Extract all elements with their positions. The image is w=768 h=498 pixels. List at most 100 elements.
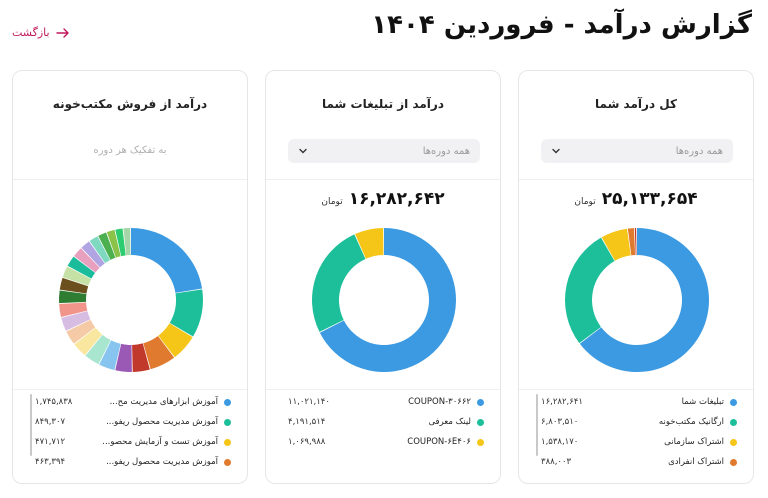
donut-slice[interactable] <box>115 228 126 257</box>
donut-slice[interactable] <box>169 289 203 337</box>
total-revenue-donut-chart <box>565 228 709 372</box>
legend-color-dot <box>730 398 737 406</box>
legend-value: ۴,۱۹۱,۵۱۴ <box>288 417 326 427</box>
back-label: بازگشت <box>12 26 50 39</box>
back-button[interactable]: بازگشت <box>12 26 70 39</box>
currency-unit: تومان <box>321 197 343 207</box>
donut-slice[interactable] <box>143 336 175 370</box>
donut-slice[interactable] <box>115 343 132 372</box>
legend-label: آموزش مدیریت محصول ریفو... <box>106 457 218 467</box>
donut-slice[interactable] <box>59 277 89 294</box>
legend-item: ارگانیک مکتب‌خونه ۶,۸۰۳,۵۱۰ <box>541 412 737 432</box>
donut-slice[interactable] <box>601 228 631 261</box>
legend-item: آموزش مدیریت محصول ریفو... ۸۴۹,۳۰۷ <box>35 412 231 432</box>
donut-slice[interactable] <box>74 327 103 356</box>
donut-slice[interactable] <box>123 228 131 256</box>
legend-color-dot <box>224 398 231 406</box>
total-revenue-card: کل درآمد شما همه دوره‌ها ۲۵,۱۳۳,۶۵۴ توما… <box>518 70 754 484</box>
legend-label: آموزش مدیریت محصول ریفو... <box>106 417 218 427</box>
card-title: درآمد از فروش مکتب‌خونه <box>52 97 208 111</box>
legend-item-label-group: آموزش مدیریت محصول ریفو... <box>106 457 231 467</box>
donut-slice[interactable] <box>355 228 384 259</box>
divider <box>266 179 500 180</box>
legend-item-label-group: آموزش مدیریت محصول ریفو... <box>106 417 231 427</box>
chevron-down-icon <box>299 148 307 154</box>
total-revenue-legend: تبلیغات شما ۱۶,۲۸۲,۶۴۱ ارگانیک مکتب‌خونه ۶,… <box>536 392 737 472</box>
donut-slice[interactable] <box>565 237 615 344</box>
page-header: بازگشت گزارش درآمد - فروردین ۱۴۰۴ <box>0 0 768 62</box>
legend-item-label-group: آموزش ابزارهای مدیریت مح... <box>110 397 231 407</box>
donut-slice[interactable] <box>61 311 91 331</box>
donut-slice[interactable] <box>98 232 116 260</box>
donut-slice[interactable] <box>81 241 105 268</box>
legend-item: اشتراک سازمانی ۱,۵۳۸,۱۷۰ <box>541 432 737 452</box>
donut-slice[interactable] <box>67 256 96 279</box>
card-subtitle: به تفکیک هر دوره <box>93 145 167 156</box>
legend-item: COUPON-۶E۴۰۶ ۱,۰۶۹,۹۸۸ <box>288 432 484 452</box>
store-revenue-card: درآمد از فروش مکتب‌خونه به تفکیک هر دوره… <box>12 70 248 484</box>
divider <box>266 389 500 390</box>
donut-slice[interactable] <box>85 334 111 365</box>
period-select[interactable]: همه دوره‌ها <box>541 139 733 163</box>
legend-item-label-group: اشتراک سازمانی <box>664 437 737 447</box>
legend-item-label-group: تبلیغات شما <box>682 397 737 407</box>
legend-value: ۱۱,۰۲۱,۱۴۰ <box>288 397 330 407</box>
legend-item-label-group: COUPON-۳۰۶۶۲ <box>408 397 484 407</box>
legend-color-dot <box>477 438 484 446</box>
legend-label: اشتراک انفرادی <box>668 457 724 467</box>
total-value: ۲۵,۱۳۳,۶۵۴ <box>601 189 698 209</box>
donut-slice[interactable] <box>319 228 456 372</box>
legend-item: تبلیغات شما ۱۶,۲۸۲,۶۴۱ <box>541 392 737 412</box>
donut-slice[interactable] <box>59 302 88 317</box>
legend-label: آموزش تست و آزمایش محصو... <box>102 437 218 447</box>
donut-slice[interactable] <box>627 228 636 256</box>
donut-slice[interactable] <box>106 229 121 258</box>
divider <box>13 389 247 390</box>
card-title: کل درآمد شما <box>595 97 677 111</box>
divider <box>519 389 753 390</box>
legend-item-label-group: آموزش تست و آزمایش محصو... <box>102 437 231 447</box>
donut-slice[interactable] <box>579 228 709 372</box>
legend-item-label-group: اشتراک انفرادی <box>668 457 737 467</box>
legend-value: ۴۷۱,۷۱۲ <box>35 437 66 447</box>
donut-slice[interactable] <box>634 228 637 256</box>
legend-value: ۱,۷۴۵,۸۳۸ <box>35 397 73 407</box>
legend-label: COUPON-۶E۴۰۶ <box>407 437 471 447</box>
period-select[interactable]: همه دوره‌ها <box>288 139 480 163</box>
legend-label: تبلیغات شما <box>681 397 724 407</box>
donut-slice[interactable] <box>158 323 193 358</box>
legend-value: ۳۸۸,۰۰۳ <box>541 457 572 467</box>
legend-item-label-group: لینک معرفی <box>428 417 484 427</box>
donut-slice[interactable] <box>89 236 111 264</box>
donut-slice[interactable] <box>74 248 100 273</box>
divider <box>519 179 753 180</box>
legend-item: COUPON-۳۰۶۶۲ ۱۱,۰۲۱,۱۴۰ <box>288 392 484 412</box>
legend-color-dot <box>224 458 231 466</box>
legend-label: COUPON-۳۰۶۶۲ <box>408 397 471 407</box>
legend-value: ۱۶,۲۸۲,۶۴۱ <box>541 397 583 407</box>
legend-value: ۸۴۹,۳۰۷ <box>35 417 66 427</box>
donut-slice[interactable] <box>99 340 121 371</box>
page-title: گزارش درآمد - فروردین ۱۴۰۴ <box>371 10 752 40</box>
donut-slice[interactable] <box>312 234 366 332</box>
legend-scrollbar[interactable] <box>30 394 32 456</box>
donut-slice[interactable] <box>59 290 87 304</box>
donut-slice[interactable] <box>62 266 92 286</box>
legend-value: ۶,۸۰۳,۵۱۰ <box>541 417 579 427</box>
divider <box>13 179 247 180</box>
donut-slice[interactable] <box>132 343 150 372</box>
legend-item: آموزش مدیریت محصول ریفو... ۴۶۳,۳۹۴ <box>35 452 231 472</box>
total-value: ۱۶,۲۸۲,۶۴۲ <box>348 189 445 209</box>
legend-label: اشتراک سازمانی <box>664 437 724 447</box>
total-amount: ۱۶,۲۸۲,۶۴۲ تومان <box>266 189 500 209</box>
legend-item: لینک معرفی ۴,۱۹۱,۵۱۴ <box>288 412 484 432</box>
legend-scrollbar[interactable] <box>536 394 538 456</box>
legend-item-label-group: COUPON-۶E۴۰۶ <box>407 437 484 447</box>
card-title: درآمد از تبلیغات شما <box>322 97 444 111</box>
legend-value: ۱,۰۶۹,۹۸۸ <box>288 437 326 447</box>
legend-color-dot <box>224 438 231 446</box>
donut-slice[interactable] <box>66 319 96 344</box>
donut-slice[interactable] <box>131 228 203 293</box>
legend-value: ۴۶۳,۳۹۴ <box>35 457 66 467</box>
legend-label: لینک معرفی <box>428 417 471 427</box>
